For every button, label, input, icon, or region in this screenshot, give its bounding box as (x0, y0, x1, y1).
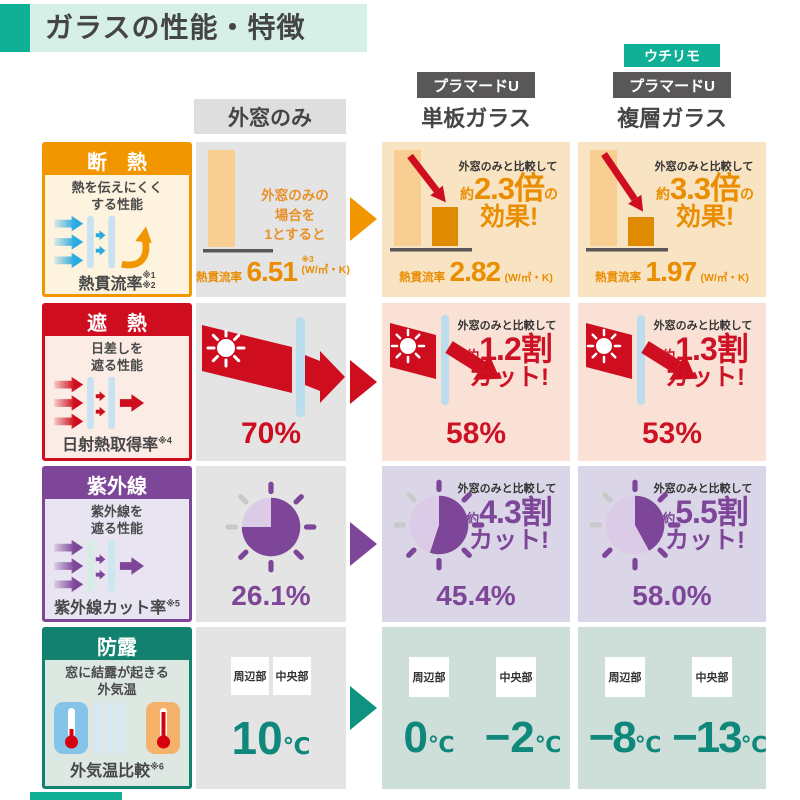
sun-arrow-graphic (390, 315, 500, 405)
decrease-arrow-icon (407, 153, 446, 203)
compare-note: 外窓のみと比較して (458, 161, 558, 173)
center-label: 中央部 (692, 657, 732, 697)
center-label: 中央部 (273, 657, 311, 695)
edge-label: 周辺部 (231, 657, 269, 695)
row-label-condensation: 防露 窓に結露が起きる 外気温 外気温比較※6 (42, 627, 192, 789)
double-value: 58.0% (632, 580, 712, 611)
row-desc-shading: 日差しを 遮る性能 (90, 341, 143, 373)
single-value: 58% (445, 417, 507, 450)
sun-pie-icon (393, 479, 485, 571)
column-header-single: 単板ガラス (421, 106, 531, 131)
column-badge-plamard-double: プラマードU (613, 72, 731, 98)
compare-note: 外窓のみと比較して (457, 320, 557, 332)
condensation-baseline-cell: 周辺部 中央部 10℃ (196, 627, 346, 789)
effect-text: 約3.3倍の 効果! (655, 171, 755, 231)
sun-icon (586, 328, 622, 364)
single-bar-chart (390, 150, 472, 252)
shading-double-cell: 外窓のみと比較して 約1.3割 カット! 53% (578, 303, 766, 461)
condensation-thermometers-icon (45, 699, 189, 757)
single-u-value: 熱貫流率 2.82 (W/㎡・K) (399, 256, 553, 287)
uv-double-cell: 外窓のみと比較して 約5.5割 カット! 58.0% (578, 466, 766, 622)
baseline-bar-chart (203, 150, 273, 253)
cut-text: 約5.5割 カット! (662, 494, 749, 554)
double-bar-chart (586, 150, 668, 252)
sun-pie-icon (589, 479, 681, 571)
row-desc-insulation: 熱を伝えにくく する性能 (71, 180, 163, 212)
row-title-condensation: 防露 (45, 630, 189, 660)
edge-label: 周辺部 (605, 657, 645, 697)
uv-baseline-cell: 26.1% (196, 466, 346, 622)
baseline-value: 70% (240, 417, 302, 450)
row-desc-condensation: 窓に結露が起きる 外気温 (65, 665, 169, 697)
row-metric-insulation: 熱貫流率※1 ※2 (78, 269, 156, 293)
row-label-shading: 遮 熱 日差しを 遮る性能 (42, 303, 192, 461)
baseline-caption: 外窓のみの 場合を 1とすると (261, 188, 329, 243)
row-label-uv: 紫外線 紫外線を 遮る性能 (42, 466, 192, 622)
cut-text: 約1.3割 カット! (662, 331, 749, 391)
insulation-baseline-cell: 外窓のみの 場合を 1とすると 熱貫流率 6.51 ※3 (W/㎡・K) (196, 142, 350, 297)
insulation-double-cell: 外窓のみと比較して 約3.3倍の 効果! 熱貫流率 1.97 (W/㎡・K) (578, 142, 766, 297)
column-badge-uchirimo: ウチリモ (624, 44, 720, 67)
column-badge-plamard-single: プラマードU (417, 72, 535, 98)
uv-single-cell: 外窓のみと比較して 約4.3割 カット! 45.4% (382, 466, 570, 622)
edge-label: 周辺部 (409, 657, 449, 697)
page-title-bar: ガラスの性能・特徴 (30, 4, 367, 52)
row-title-insulation: 断 熱 (45, 145, 189, 175)
shading-row-arrow-icon (350, 360, 377, 404)
compare-note: 外窓のみと比較して (654, 161, 754, 173)
column-header-baseline: 外窓のみ (194, 99, 346, 134)
sun-pie-icon (225, 481, 317, 573)
footer-accent-strip (30, 792, 122, 800)
edge-temperature: −8℃ (588, 713, 662, 762)
double-u-value: 熱貫流率 1.97 (W/㎡・K) (595, 256, 749, 287)
decrease-arrow-icon (601, 152, 644, 212)
shading-arrows-icon (45, 375, 189, 431)
sun-icon (206, 329, 246, 368)
insulation-single-cell: 外窓のみと比較して 約2.3倍の 効果! 熱貫流率 2.82 (W/㎡・K) (382, 142, 570, 297)
header-accent-block (0, 4, 30, 52)
column-header-double: 複層ガラス (617, 106, 727, 131)
uv-arrows-icon (45, 538, 189, 594)
condensation-double-cell: 周辺部 中央部 −8℃ −13℃ (578, 627, 768, 789)
cut-text: 約1.2割 カット! (466, 331, 553, 391)
sun-arrow-graphic (202, 317, 345, 417)
baseline-u-value: 熱貫流率 6.51 ※3 (W/㎡・K) (196, 255, 350, 287)
center-temperature: −2℃ (484, 713, 562, 762)
double-value: 53% (641, 417, 703, 450)
row-title-shading: 遮 熱 (45, 306, 189, 336)
single-value: 45.4% (436, 580, 516, 611)
effect-text: 約2.3倍の 効果! (459, 171, 559, 231)
row-metric-uv: 紫外線カット率※5 (54, 598, 180, 617)
row-title-uv: 紫外線 (45, 469, 189, 499)
shading-baseline-cell: 70% (196, 303, 346, 461)
row-label-insulation: 断 熱 熱を伝えにくく する性能 (42, 142, 192, 297)
edge-temperature: 0℃ (403, 713, 455, 762)
compare-note: 外窓のみと比較して (653, 483, 753, 495)
cut-text: 約4.3割 カット! (466, 494, 553, 554)
baseline-value: 26.1% (231, 580, 311, 611)
center-temperature: −13℃ (672, 713, 768, 762)
shading-single-cell: 外窓のみと比較して 約1.2割 カット! 58% (382, 303, 570, 461)
uv-row-arrow-icon (350, 522, 377, 566)
sun-arrow-graphic (586, 315, 696, 405)
baseline-temperature: 10℃ (231, 712, 311, 764)
insulation-row-arrow-icon (350, 197, 377, 241)
insulation-arrows-icon (45, 214, 189, 270)
compare-note: 外窓のみと比較して (457, 483, 557, 495)
condensation-row-arrow-icon (350, 686, 377, 730)
sun-icon (390, 328, 426, 364)
row-metric-condensation: 外気温比較※6 (70, 761, 164, 780)
compare-note: 外窓のみと比較して (653, 320, 753, 332)
center-label: 中央部 (496, 657, 536, 697)
page-title: ガラスの性能・特徴 (45, 12, 306, 43)
condensation-single-cell: 周辺部 中央部 0℃ −2℃ (382, 627, 570, 789)
row-desc-uv: 紫外線を 遮る性能 (90, 504, 143, 536)
row-metric-shading: 日射熱取得率※4 (62, 435, 172, 454)
